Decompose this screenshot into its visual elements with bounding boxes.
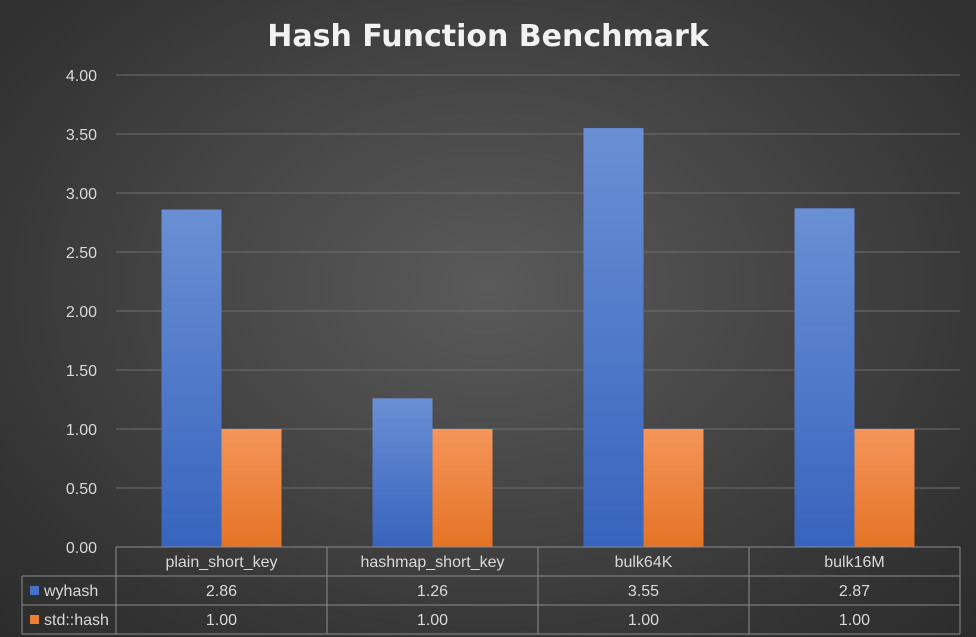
legend-label-std-hash: std::hash xyxy=(44,612,109,629)
bar-std-hash xyxy=(643,429,704,547)
category-label: bulk16M xyxy=(824,554,884,571)
data-value-wyhash: 2.86 xyxy=(206,583,237,600)
data-value-wyhash: 3.55 xyxy=(628,583,659,600)
y-tick-label: 0.00 xyxy=(66,540,97,557)
legend-key-std-hash xyxy=(30,615,39,624)
data-value-std-hash: 1.00 xyxy=(206,612,237,629)
y-tick-label: 4.00 xyxy=(66,68,97,85)
legend-label-wyhash: wyhash xyxy=(43,583,98,600)
data-value-std-hash: 1.00 xyxy=(839,612,870,629)
category-label: hashmap_short_key xyxy=(360,554,504,571)
data-value-wyhash: 1.26 xyxy=(417,583,448,600)
y-tick-label: 1.00 xyxy=(66,422,97,439)
bars xyxy=(161,128,915,547)
bar-wyhash xyxy=(161,209,222,547)
bar-wyhash xyxy=(583,128,644,547)
y-tick-label: 1.50 xyxy=(66,363,97,380)
bar-wyhash xyxy=(794,208,855,547)
category-label: plain_short_key xyxy=(165,554,277,571)
y-tick-label: 2.50 xyxy=(66,245,97,262)
data-table: plain_short_key hashmap_short_key bulk64K b… xyxy=(21,546,961,635)
category-label: bulk64K xyxy=(615,554,673,571)
chart-title: Hash Function Benchmark xyxy=(267,19,710,54)
data-value-wyhash: 2.87 xyxy=(839,583,870,600)
bar-wyhash xyxy=(372,398,433,547)
data-value-std-hash: 1.00 xyxy=(628,612,659,629)
legend-key-wyhash xyxy=(30,586,39,595)
y-tick-label: 3.00 xyxy=(66,186,97,203)
data-value-std-hash: 1.00 xyxy=(417,612,448,629)
bar-std-hash xyxy=(221,429,282,547)
y-axis: 0.00 0.50 1.00 1.50 2.00 2.50 3.00 3.50 4.00 xyxy=(66,68,97,557)
bar-std-hash xyxy=(432,429,493,547)
bar-std-hash xyxy=(854,429,915,547)
y-tick-label: 0.50 xyxy=(66,481,97,498)
y-tick-label: 3.50 xyxy=(66,127,97,144)
y-tick-label: 2.00 xyxy=(66,304,97,321)
